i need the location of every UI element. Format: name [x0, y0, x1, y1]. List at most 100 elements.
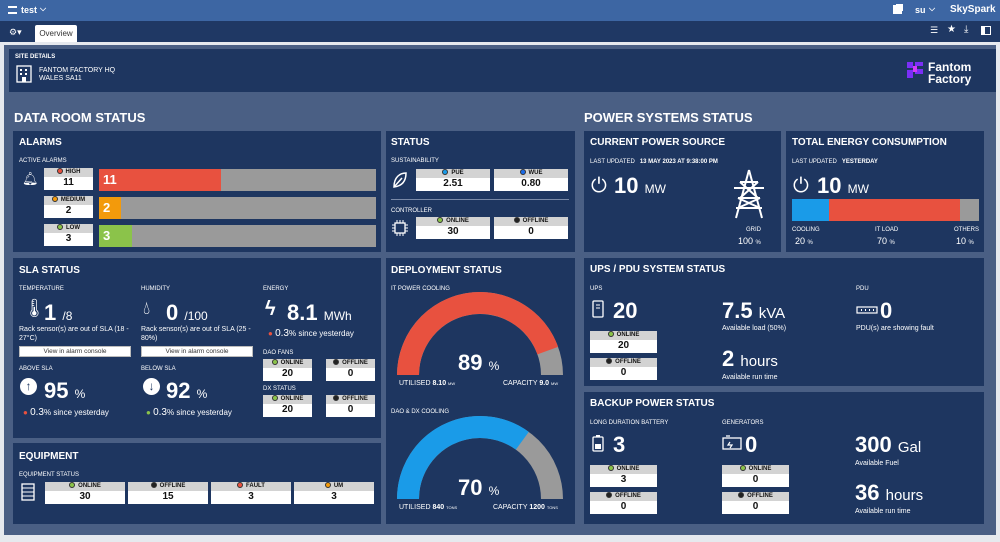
active-alarms-label: ACTIVE ALARMS	[19, 158, 67, 164]
ups-title: UPS / PDU SYSTEM STATUS	[590, 264, 726, 275]
high-alarm-fill: 11	[99, 169, 221, 191]
divider	[391, 199, 569, 200]
equipment-um-box[interactable]: UM 3	[294, 482, 374, 504]
ups-runtime-message: Available run time	[722, 374, 778, 381]
energy-value: 8.1 MWh	[287, 300, 352, 325]
panel-icon[interactable]	[981, 26, 991, 35]
equipment-online-box[interactable]: ONLINE 30	[45, 482, 125, 504]
dx-offline-box[interactable]: OFFLINE 0	[326, 395, 375, 417]
project-name[interactable]: test	[21, 5, 38, 15]
ups-online-box[interactable]: ONLINE 20	[590, 331, 657, 353]
site-name: FANTOM FACTORY HQ	[39, 67, 116, 74]
deployment-title: DEPLOYMENT STATUS	[391, 265, 502, 276]
ups-value: 20	[613, 298, 638, 323]
generators-value: 0	[745, 432, 758, 457]
it-load-value: 70 %	[877, 236, 895, 246]
windows-icon[interactable]	[893, 5, 902, 14]
arrow-down-circle-icon: ↓	[143, 378, 160, 395]
high-alarm-bar: 11	[99, 169, 376, 191]
list-view-icon[interactable]: ☰	[930, 25, 939, 35]
generator-online-box[interactable]: ONLINE 0	[722, 465, 789, 487]
energy-power-icon: ⏻	[793, 175, 809, 197]
sustainability-label: SUSTAINABILITY	[391, 158, 439, 164]
controller-online-box[interactable]: ONLINE 30	[416, 217, 490, 239]
transmission-tower-icon	[734, 169, 764, 219]
equipment-fault-box[interactable]: FAULT 3	[211, 482, 291, 504]
low-alarm-bar: 3	[99, 225, 376, 247]
energy-updated: LAST UPDATED YESTERDAY	[792, 159, 878, 165]
status-title: STATUS	[391, 137, 430, 148]
sla-title: SLA STATUS	[19, 265, 80, 276]
it-power-cooling-label: IT POWER COOLING	[391, 286, 450, 292]
ups-offline-box[interactable]: OFFLINE 0	[590, 358, 657, 380]
tab-overview[interactable]: Overview	[35, 25, 77, 42]
ups-device-icon	[592, 300, 604, 318]
power-systems-title: POWER SYSTEMS STATUS	[584, 110, 753, 125]
brand-name[interactable]: SkySpark	[950, 4, 996, 15]
user-chevron-icon[interactable]: ⌵	[929, 4, 936, 13]
logo-text-1: Fantom	[928, 60, 972, 74]
pue-box[interactable]: PUE 2.51	[416, 169, 490, 191]
power-source-title: CURRENT POWER SOURCE	[590, 137, 726, 148]
tab-bar: ⚙▾ ☰ ★ ⤓	[0, 21, 1000, 42]
low-alarms-box[interactable]: LOW 3	[44, 224, 93, 246]
dao-online-box[interactable]: ONLINE 20	[263, 359, 312, 381]
server-rack-icon	[21, 483, 35, 501]
chevron-down-icon[interactable]: ⌵	[40, 4, 47, 13]
app-launcher-icon[interactable]: ⚙▾	[9, 27, 22, 37]
dao-dx-cooling-label: DAO & DX COOLING	[391, 409, 450, 415]
site-details-header: SITE DETAILS	[15, 54, 56, 60]
others-label: OTHERS	[954, 227, 980, 233]
generator-offline-box[interactable]: OFFLINE 0	[722, 492, 789, 514]
medium-alarms-box[interactable]: MEDIUM 2	[44, 196, 93, 218]
humidity-view-alarm-button[interactable]: View in alarm console	[141, 346, 253, 357]
battery-icon	[592, 435, 604, 452]
humidity-label: HUMIDITY	[141, 286, 170, 292]
wue-box[interactable]: WUE 0.80	[494, 169, 568, 191]
menu-icon[interactable]	[8, 6, 17, 14]
energy-card: TOTAL ENERGY CONSUMPTION LAST UPDATED YE…	[786, 131, 984, 252]
power-source-value: 10 MW	[614, 173, 666, 198]
temp-view-alarm-button[interactable]: View in alarm console	[19, 346, 131, 357]
below-sla-value: 92 %	[166, 378, 208, 403]
others-segment	[960, 199, 979, 221]
top-bar: test ⌵ su ⌵ SkySpark	[0, 0, 1000, 21]
humidity-icon: 💧︎	[143, 298, 151, 318]
high-alarms-box[interactable]: HIGH 11	[44, 168, 93, 190]
dao-offline-box[interactable]: OFFLINE 0	[326, 359, 375, 381]
dao-gauge-fill	[397, 416, 529, 500]
backup-card: BACKUP POWER STATUS LONG DURATION BATTER…	[584, 392, 984, 524]
battery-offline-box[interactable]: OFFLINE 0	[590, 492, 657, 514]
backup-runtime-value: 36 hours	[855, 480, 924, 505]
star-icon[interactable]: ★	[947, 24, 956, 35]
power-icon: ⏻	[591, 175, 607, 197]
ups-load-message: Available load (50%)	[722, 325, 787, 332]
dao-fans-label: DAO FANS	[263, 350, 294, 356]
above-sla-change: ● 0.3% since yesterday	[23, 407, 109, 418]
below-sla-change: ● 0.3% since yesterday	[146, 407, 232, 418]
bell-icon: 🔔︎	[22, 171, 39, 186]
humidity-message: Rack sensor(s) are out of SLA (25 - 80%)	[141, 326, 251, 342]
user-menu[interactable]: su	[915, 5, 926, 15]
fuel-message: Available Fuel	[855, 460, 899, 467]
above-sla-label: ABOVE SLA	[19, 366, 53, 372]
generator-icon	[722, 435, 742, 450]
battery-online-box[interactable]: ONLINE 3	[590, 465, 657, 487]
energy-label: ENERGY	[263, 286, 289, 292]
download-icon[interactable]: ⤓	[964, 24, 969, 35]
controller-offline-box[interactable]: OFFLINE 0	[494, 217, 568, 239]
fantom-logo-icon	[907, 62, 923, 78]
backup-runtime-message: Available run time	[855, 508, 911, 515]
site-location: WALES SA11	[39, 75, 82, 82]
battery-label: LONG DURATION BATTERY	[590, 420, 669, 426]
building-icon	[16, 65, 32, 83]
energy-change: ● 0.3% since yesterday	[268, 328, 354, 339]
power-source-updated: LAST UPDATED 13 MAY 2023 AT 9:38:00 PM	[590, 159, 718, 165]
lightning-icon: ϟ	[265, 298, 276, 320]
ups-label: UPS	[590, 286, 603, 292]
equipment-offline-box[interactable]: OFFLINE 15	[128, 482, 208, 504]
dx-online-box[interactable]: ONLINE 20	[263, 395, 312, 417]
ups-load-value: 7.5 kVA	[722, 298, 786, 323]
status-card: STATUS SUSTAINABILITY PUE 2.51 WUE 0.80 CO…	[386, 131, 575, 252]
generators-label: GENERATORS	[722, 420, 764, 426]
